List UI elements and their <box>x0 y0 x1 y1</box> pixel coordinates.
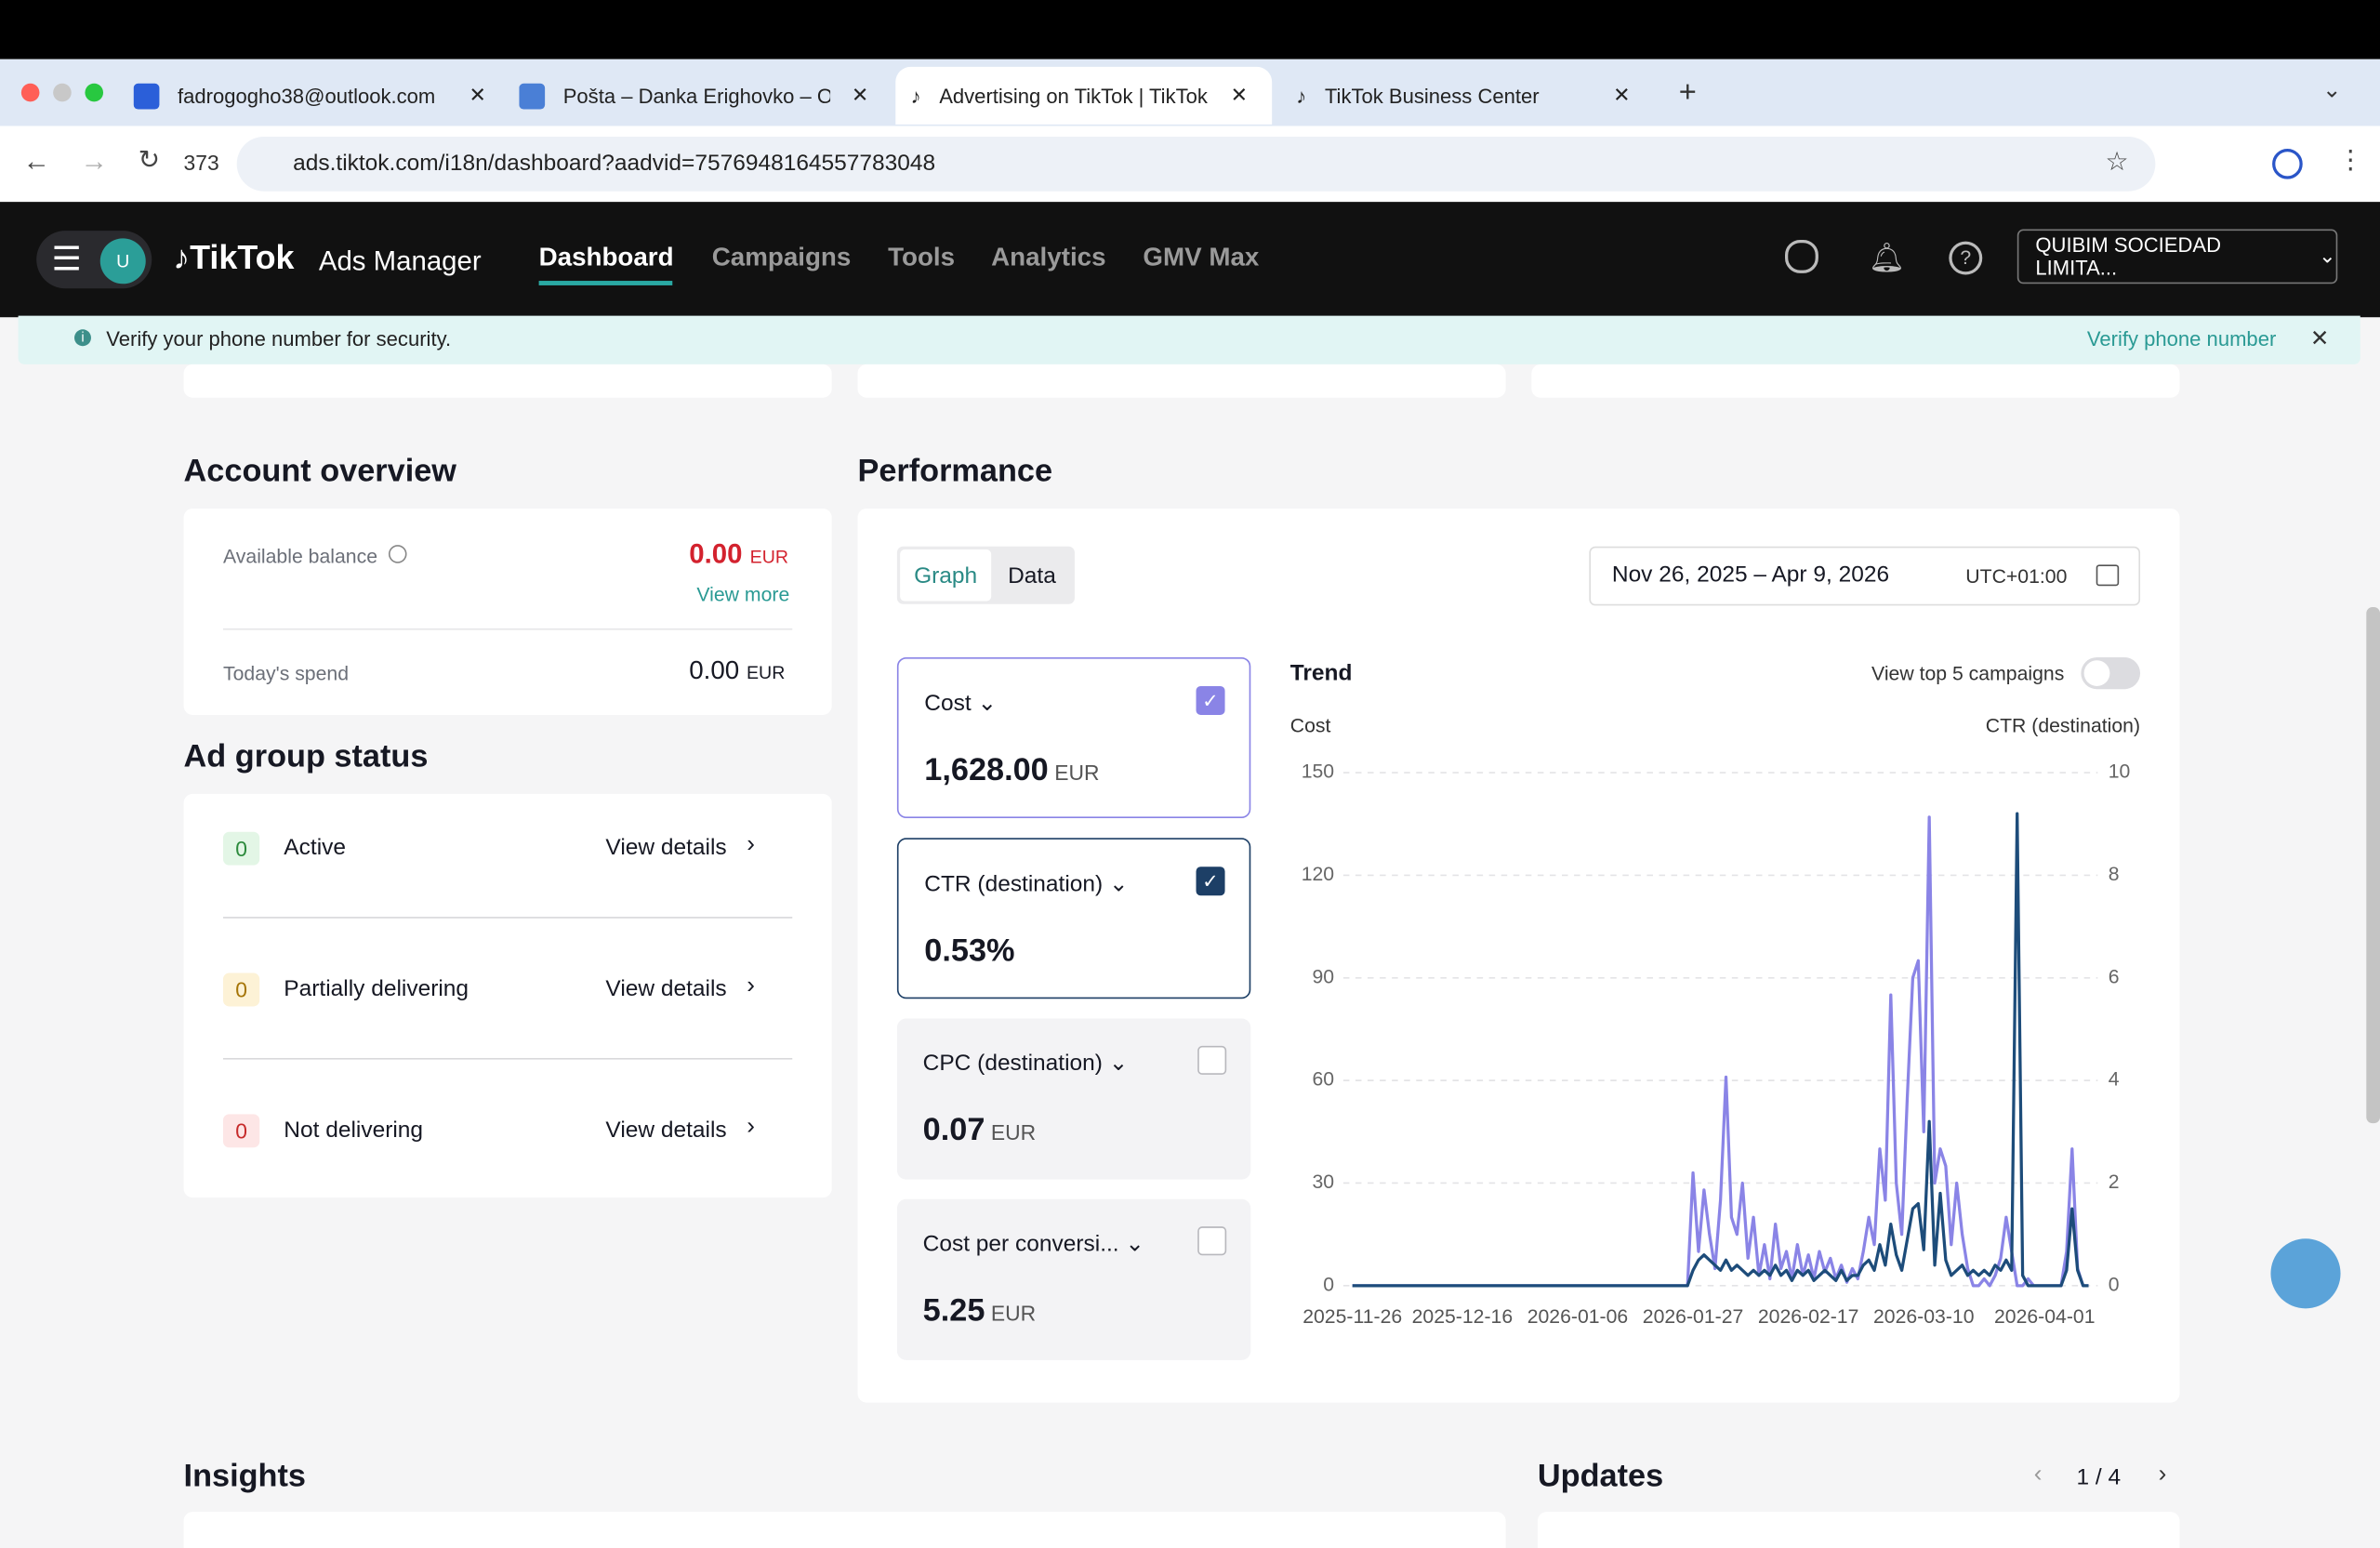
status-count: 0 <box>223 973 259 1007</box>
metric-name[interactable]: CTR (destination) ⌄ <box>924 870 1128 897</box>
y2-tick-label: 10 <box>2109 761 2131 783</box>
divider <box>223 917 792 919</box>
y-axis-title: Cost <box>1290 716 1331 737</box>
status-action[interactable]: View details <box>605 976 726 1002</box>
metric-name-text: Cost per conversi... <box>923 1231 1119 1257</box>
metric-card-selected[interactable]: Cost ⌄ 1,628.00EUR ✓ <box>897 657 1250 818</box>
metric-value: 0.07EUR <box>923 1113 1037 1149</box>
pager-prev[interactable]: ‹ <box>2034 1462 2043 1488</box>
metric-number: 5.25 <box>923 1293 985 1329</box>
metric-card[interactable]: CPC (destination) ⌄ 0.07EUR <box>897 1019 1250 1180</box>
divider <box>223 1058 792 1060</box>
pager-next[interactable]: › <box>2159 1462 2167 1488</box>
status-label: Active <box>284 835 346 861</box>
y2-tick-label: 8 <box>2109 864 2120 885</box>
metric-unit: EUR <box>1054 761 1099 785</box>
assistant-button[interactable] <box>2270 1238 2340 1308</box>
section-title: Updates <box>1538 1459 1663 1495</box>
metric-number: 0.07 <box>923 1113 985 1148</box>
y-tick-label: 90 <box>1312 966 1334 987</box>
metric-name-text: Cost <box>924 691 971 717</box>
x-tick-label: 2025-11-26 <box>1302 1306 1402 1328</box>
x-tick-label: 2026-02-17 <box>1758 1306 1859 1328</box>
y-tick-label: 150 <box>1302 761 1334 783</box>
metric-checkbox[interactable]: ✓ <box>1197 867 1225 895</box>
metric-value: 0.53% <box>924 933 1014 970</box>
metric-name-text: CTR (destination) <box>924 871 1103 897</box>
metric-name-text: CPC (destination) <box>923 1051 1103 1077</box>
scrollbar[interactable] <box>2366 607 2380 1123</box>
updates-card <box>1538 1512 2180 1548</box>
x-tick-label: 2026-03-10 <box>1873 1306 1975 1328</box>
status-count: 0 <box>223 832 259 866</box>
x-tick-label: 2025-12-16 <box>1412 1306 1514 1328</box>
metric-card[interactable]: Cost per conversi... ⌄ 5.25EUR <box>897 1199 1250 1360</box>
status-action[interactable]: View details <box>605 1118 726 1144</box>
metric-unit: EUR <box>991 1301 1036 1325</box>
section-title: Insights <box>184 1459 306 1495</box>
metric-checkbox[interactable]: ✓ <box>1197 686 1225 715</box>
metric-card-selected[interactable]: CTR (destination) ⌄ 0.53% ✓ <box>897 838 1250 999</box>
x-tick-label: 2026-01-06 <box>1527 1306 1629 1328</box>
y2-tick-label: 0 <box>2109 1274 2120 1295</box>
status-label: Not delivering <box>284 1118 423 1144</box>
status-label: Partially delivering <box>284 976 469 1002</box>
status-action[interactable]: View details <box>605 835 726 861</box>
y-tick-label: 30 <box>1312 1171 1334 1193</box>
x-tick-label: 2026-01-27 <box>1643 1306 1744 1328</box>
y2-tick-label: 4 <box>2109 1069 2120 1091</box>
y-tick-label: 0 <box>1323 1274 1334 1295</box>
chevron[interactable]: › <box>747 832 755 859</box>
metric-name[interactable]: Cost ⌄ <box>924 689 997 716</box>
y-tick-label: 60 <box>1312 1069 1334 1091</box>
y2-tick-label: 6 <box>2109 966 2120 987</box>
metric-checkbox[interactable] <box>1197 1046 1226 1075</box>
metric-name[interactable]: CPC (destination) ⌄ <box>923 1049 1129 1076</box>
insights-card <box>184 1512 1506 1548</box>
y2-tick-label: 2 <box>2109 1171 2120 1193</box>
chevron[interactable]: › <box>747 973 755 1000</box>
metric-number: 1,628.00 <box>924 753 1048 788</box>
metric-checkbox[interactable] <box>1197 1226 1226 1255</box>
pager: 1 / 4 <box>2076 1465 2121 1491</box>
metric-name[interactable]: Cost per conversi... ⌄ <box>923 1229 1144 1256</box>
metric-value: 5.25EUR <box>923 1293 1037 1330</box>
status-count: 0 <box>223 1114 259 1147</box>
series-line <box>1353 817 2089 1286</box>
chevron[interactable]: › <box>747 1114 755 1141</box>
metric-unit: EUR <box>991 1120 1036 1144</box>
y-tick-label: 120 <box>1302 864 1334 885</box>
metric-value: 1,628.00EUR <box>924 753 1099 789</box>
y2-axis-title: CTR (destination) <box>1986 716 2140 737</box>
metric-number: 0.53% <box>924 933 1014 969</box>
x-tick-label: 2026-04-01 <box>1994 1306 2096 1328</box>
